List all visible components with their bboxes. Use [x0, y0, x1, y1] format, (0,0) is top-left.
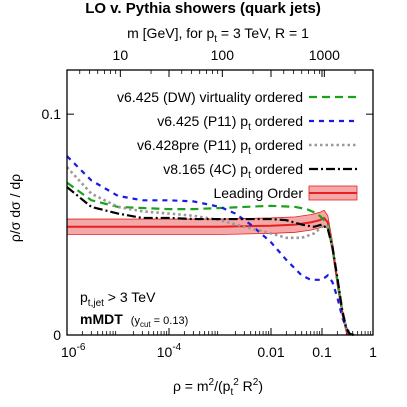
plot-data: [66, 155, 355, 337]
top-axis-ticks: 10 100 1000: [66, 47, 374, 77]
x-axis-label: ρ = m2/(pt2 R2): [173, 377, 263, 398]
y-tick-label: 0.1: [42, 106, 62, 122]
chart-title: LO v. Pythia showers (quark jets): [85, 0, 321, 17]
legend-label-4: v8.165 (4C) pt ordered: [163, 161, 303, 181]
top-tick-label: 10: [113, 47, 129, 63]
top-axis-label-rest: = 3 TeV, R = 1: [217, 25, 309, 41]
ycut-rest: = 0.13): [151, 315, 189, 327]
legend-label-2: v6.425 (P11) pt ordered: [157, 113, 303, 133]
ptjet-sub: t,jet: [88, 298, 104, 309]
top-axis-label-sub: t: [214, 34, 217, 45]
ptjet-main: p: [80, 289, 88, 305]
x-axis-ticks: 10-6 10-4 0.01 0.1 1: [61, 70, 377, 360]
top-tick-label: 100: [211, 47, 235, 63]
annotation-ptjet: pt,jet > 3 TeV: [80, 289, 156, 309]
top-axis-label: m [GeV], for pt = 3 TeV, R = 1: [127, 25, 309, 45]
series-line-1: [66, 181, 355, 337]
x-tick-label: 0.01: [257, 344, 284, 360]
x-label-sup2: 2: [233, 377, 239, 388]
legend-label-3: v6.428pre (P11) pt ordered: [137, 137, 303, 157]
x-label-sup3: 2: [253, 377, 259, 388]
annotation-mmdt: mMDT (ycut = 0.13): [80, 311, 188, 329]
series-line-4: [66, 186, 355, 337]
ycut-open: (y: [131, 315, 141, 327]
legend: v6.425 (DW) virtuality ordered v6.425 (P1…: [117, 89, 358, 201]
x-label-end: ): [258, 378, 263, 394]
x-label-sub: t: [230, 387, 233, 398]
x-tick-label: 0.1: [312, 344, 332, 360]
x-label-mid: /(p: [214, 378, 231, 394]
series-line-2: [66, 155, 355, 336]
top-axis-label-main: m [GeV], for p: [127, 25, 214, 41]
x-tick-label: 10-6: [61, 342, 86, 360]
x-label-pre: ρ = m: [173, 378, 209, 394]
ycut-sub: cut: [140, 320, 151, 329]
x-label-sup1: 2: [209, 377, 215, 388]
ptjet-rest: > 3 TeV: [104, 289, 156, 305]
y-axis-label: ρ/σ dσ / dρ: [7, 174, 23, 242]
series-line-3: [66, 166, 355, 337]
plot-frame: [66, 69, 374, 336]
legend-label-leading-order: Leading Order: [213, 185, 303, 201]
x-tick-label: 1: [369, 344, 377, 360]
x-label-post: R: [239, 378, 253, 394]
legend-label-1: v6.425 (DW) virtuality ordered: [117, 89, 303, 105]
x-tick-label: 10-4: [157, 342, 182, 360]
top-tick-label: 1000: [309, 47, 340, 63]
mmdt-label: mMDT: [80, 311, 123, 327]
y-tick-label: 0: [53, 327, 61, 343]
